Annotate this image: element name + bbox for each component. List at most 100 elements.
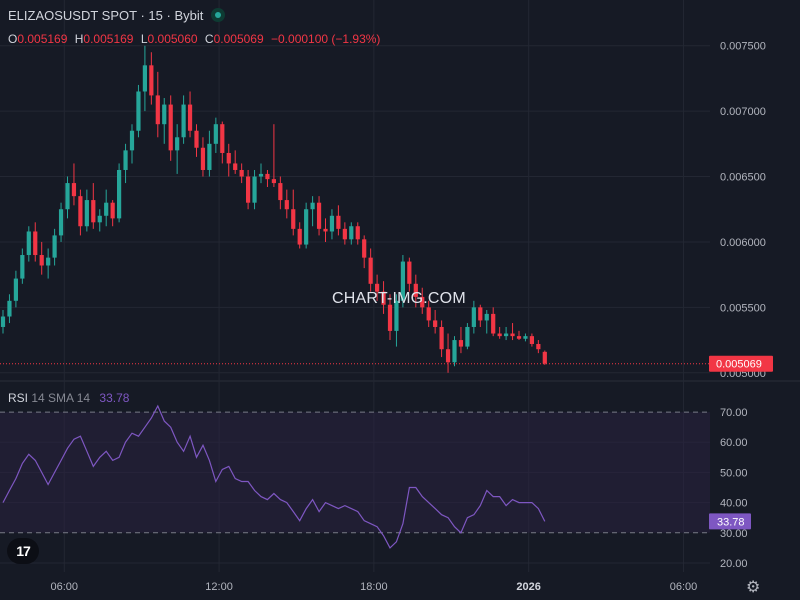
rsi-legend[interactable]: RSI 14 SMA 14 33.78 <box>8 391 129 405</box>
candle-body <box>162 104 167 125</box>
candle-body <box>175 137 180 151</box>
candle-body <box>207 143 212 170</box>
candle-body <box>316 202 322 229</box>
candle-body <box>542 351 547 364</box>
price-tick-label: 0.006500 <box>720 172 766 184</box>
price-tick-label: 0.006000 <box>720 237 766 249</box>
candle-body <box>497 333 502 337</box>
candle-body <box>491 313 496 334</box>
candle-body <box>516 336 522 339</box>
title-separator: · <box>162 8 175 23</box>
candle-body <box>155 95 160 125</box>
open-label: O <box>8 32 18 46</box>
rsi-value-badge <box>709 513 751 530</box>
candle-body <box>329 215 335 232</box>
close-value: 0.005069 <box>213 32 264 46</box>
candle-body <box>13 278 18 301</box>
candle-body <box>426 307 431 321</box>
candle-body <box>310 202 315 210</box>
candle-body <box>123 150 128 170</box>
candlestick-series <box>0 45 710 373</box>
open-value: 0.005169 <box>17 32 68 46</box>
candle-body <box>7 300 12 317</box>
candle-body <box>78 196 83 227</box>
rsi-params: 14 SMA 14 <box>31 391 91 405</box>
rsi-name: RSI <box>8 391 29 405</box>
candle-body <box>420 296 425 308</box>
candle-body <box>291 209 296 229</box>
market-status-icon <box>211 8 226 22</box>
candle-body <box>117 169 122 219</box>
candle-body <box>33 231 38 256</box>
candle-body <box>104 202 109 216</box>
low-value: 0.005060 <box>147 32 198 46</box>
candle-body <box>478 307 483 321</box>
rsi-current-value: 33.78 <box>99 391 130 405</box>
candle-body <box>439 326 444 350</box>
rsi-tick-label: 30.00 <box>720 528 748 540</box>
time-tick-label: 12:00 <box>205 581 233 593</box>
candle-body <box>304 209 309 245</box>
candle-body <box>136 91 141 131</box>
rsi-value-label: 33.78 <box>717 516 745 528</box>
candle-body <box>58 209 64 236</box>
candle-body <box>226 152 231 164</box>
time-tick-label: 06:00 <box>670 581 698 593</box>
candle-body <box>65 183 70 210</box>
candle-body <box>142 65 147 92</box>
candle-body <box>168 104 173 151</box>
rsi-tick-label: 70.00 <box>720 407 748 419</box>
rsi-tick-label: 20.00 <box>720 558 748 570</box>
candle-body <box>246 176 251 203</box>
candle-body <box>181 104 186 138</box>
candle-body <box>536 343 541 350</box>
last-price-badge <box>709 355 773 372</box>
candle-body <box>375 283 380 292</box>
high-label: H <box>74 32 84 46</box>
candle-body <box>510 333 515 337</box>
candle-body <box>239 169 244 177</box>
candle-body <box>129 130 135 151</box>
candle-body <box>362 239 367 258</box>
candle-body <box>278 183 283 201</box>
rsi-tick-label: 60.00 <box>720 437 748 449</box>
candle-body <box>265 173 270 180</box>
candle-body <box>465 326 470 347</box>
symbol-name[interactable]: ELIZAOSUSDT SPOT <box>8 8 137 23</box>
candle-body <box>387 304 393 331</box>
candle-body <box>26 231 31 256</box>
price-tick-label: 0.007500 <box>720 41 766 53</box>
candle-body <box>484 313 489 321</box>
candle-body <box>220 124 225 153</box>
candle-body <box>368 257 373 284</box>
gear-icon[interactable]: ⚙ <box>746 579 761 596</box>
candle-body <box>323 228 328 232</box>
candle-body <box>39 255 44 266</box>
candle-body <box>445 349 451 363</box>
candle-body <box>97 215 102 223</box>
candle-body <box>394 300 399 331</box>
time-tick-label: 18:00 <box>360 581 388 593</box>
candle-body <box>187 104 193 131</box>
candle-body <box>342 228 347 240</box>
candle-body <box>200 147 206 170</box>
candle-body <box>381 291 386 305</box>
close-label: C <box>204 32 214 46</box>
watermark: CHART-IMG.COM <box>332 290 466 307</box>
title-separator: · <box>136 8 149 23</box>
candle-body <box>413 283 418 297</box>
candle-body <box>194 130 199 148</box>
candle-body <box>349 226 354 240</box>
interval-label[interactable]: 15 <box>148 8 163 23</box>
price-tick-label: 0.005500 <box>720 302 766 314</box>
rsi-band <box>0 411 710 534</box>
candle-body <box>0 316 6 327</box>
tradingview-logo-icon[interactable]: 17 <box>7 538 39 564</box>
rsi-series <box>2 404 546 549</box>
rsi-tick-label: 50.00 <box>720 467 748 479</box>
candle-body <box>504 333 509 337</box>
rsi-line <box>2 404 546 549</box>
candle-body <box>110 202 115 219</box>
candle-body <box>271 179 276 184</box>
